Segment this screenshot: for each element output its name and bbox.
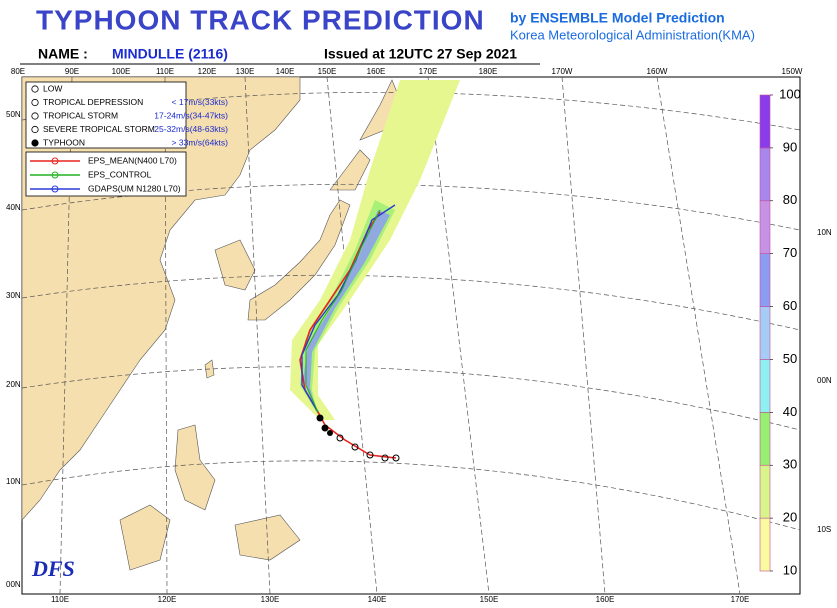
japan bbox=[247, 199, 351, 321]
model-symbol bbox=[51, 171, 59, 179]
left-latitude-label: 30N bbox=[6, 291, 21, 300]
colorbar-band bbox=[759, 94, 771, 149]
eps-control-track bbox=[305, 209, 381, 413]
gdaps-track bbox=[301, 204, 396, 413]
right-latitude-label: 00N bbox=[817, 376, 832, 385]
intensity-symbol bbox=[31, 125, 39, 134]
intensity-name: TROPICAL DEPRESSION bbox=[43, 97, 143, 107]
top-longitude-label: 160E bbox=[367, 67, 386, 76]
bottom-longitude-label: 160E bbox=[596, 595, 615, 604]
colorbar-label: 70 bbox=[783, 245, 797, 260]
probability-cone bbox=[303, 210, 390, 410]
colorbar-band bbox=[759, 147, 771, 202]
colorbar-label: 40 bbox=[783, 404, 797, 419]
top-longitude-label: 170E bbox=[419, 67, 438, 76]
left-latitude-label: 20N bbox=[6, 380, 21, 389]
top-longitude-label: 110E bbox=[156, 67, 174, 76]
left-latitude-label: 00N bbox=[6, 580, 21, 589]
colorbar-band bbox=[759, 412, 771, 466]
colorbar-band bbox=[759, 200, 771, 254]
bottom-longitude-label: 130E bbox=[261, 595, 280, 604]
top-longitude-label: 170W bbox=[552, 67, 573, 76]
model-symbol bbox=[51, 157, 59, 165]
colorbar-label: 90 bbox=[783, 139, 797, 154]
top-longitude-label: 150W bbox=[782, 67, 803, 76]
bottom-longitude-label: 120E bbox=[158, 595, 177, 604]
left-latitude-label: 10N bbox=[6, 477, 21, 486]
intensity-symbol bbox=[31, 85, 39, 93]
sakhalin bbox=[359, 79, 399, 141]
model-name: GDAPS(UM N1280 L70) bbox=[88, 183, 181, 193]
top-longitude-label: 130E bbox=[236, 67, 255, 76]
top-longitude-label: 180E bbox=[479, 67, 498, 76]
probability-cone bbox=[300, 200, 395, 415]
logo: DFS bbox=[31, 556, 75, 581]
model-name: EPS_CONTROL bbox=[88, 169, 152, 179]
top-longitude-label: 150E bbox=[318, 67, 337, 76]
intensity-name: SEVERE TROPICAL STORM bbox=[43, 124, 155, 134]
intensity-legend-box bbox=[25, 81, 187, 149]
intensity-speed: < 17m/s(33kts) bbox=[172, 97, 229, 107]
colorbar-label: 30 bbox=[783, 457, 797, 472]
new-guinea bbox=[234, 514, 301, 561]
bottom-longitude-label: 140E bbox=[368, 595, 387, 604]
model-name: EPS_MEAN(N400 L70) bbox=[88, 155, 177, 165]
top-longitude-label: 90E bbox=[65, 67, 79, 76]
colorbar-label: 10 bbox=[783, 562, 797, 577]
axis-labels: 80E 90E 100E 110E 120E 130E 140E 150E 160E 170E 18… bbox=[6, 67, 832, 604]
colorbar-label: 50 bbox=[783, 351, 797, 366]
intensity-speed: 17-24m/s(34-47kts) bbox=[154, 110, 228, 120]
colorbar-band bbox=[759, 517, 771, 572]
intensity-symbol bbox=[31, 98, 39, 107]
name-label: NAME : bbox=[38, 46, 88, 62]
top-longitude-label: 140E bbox=[276, 67, 295, 76]
top-longitude-label: 80E bbox=[11, 67, 25, 76]
colorbar-band bbox=[759, 359, 771, 413]
top-longitude-label: 120E bbox=[198, 67, 217, 76]
observed-positions bbox=[316, 414, 400, 462]
colorbar-label: 20 bbox=[783, 510, 797, 525]
bottom-longitude-label: 170E bbox=[731, 595, 750, 604]
colorbar-band bbox=[759, 253, 771, 307]
top-longitude-label: 160W bbox=[647, 67, 668, 76]
borneo bbox=[119, 504, 171, 571]
intensity-speed: 25-32m/s(48-63kts) bbox=[154, 124, 228, 134]
intensity-name: TYPHOON bbox=[43, 137, 85, 147]
typhoon-name: MINDULLE (2116) bbox=[112, 46, 228, 62]
source-line: Korea Meteorological Administration(KMA) bbox=[510, 27, 755, 42]
colorbar-label: 100 bbox=[779, 86, 801, 101]
colorbar-label: 60 bbox=[783, 298, 797, 313]
right-latitude-label: 10N bbox=[817, 228, 832, 237]
left-latitude-label: 40N bbox=[6, 203, 21, 212]
bottom-longitude-label: 110E bbox=[51, 595, 69, 604]
intensity-name: TROPICAL STORM bbox=[43, 110, 118, 120]
title: TYPHOON TRACK PREDICTION bbox=[36, 4, 485, 35]
intensity-symbol bbox=[31, 139, 39, 147]
legend: LOW TROPICAL DEPRESSION < 17m/s(33kts) TROP… bbox=[30, 83, 228, 193]
philippines bbox=[174, 424, 216, 511]
intensity-symbol bbox=[31, 112, 39, 120]
colorbar: 10 20 30 40 50 60 70 80 90 100 bbox=[759, 86, 801, 577]
top-longitude-label: 100E bbox=[112, 67, 131, 76]
intensity-name: LOW bbox=[43, 83, 62, 93]
right-latitude-label: 10S bbox=[817, 525, 831, 534]
left-latitude-label: 50N bbox=[6, 110, 21, 119]
issued-time: Issued at 12UTC 27 Sep 2021 bbox=[324, 46, 517, 62]
colorbar-band bbox=[759, 306, 771, 360]
intensity-speed: > 33m/s(64kts) bbox=[172, 137, 229, 147]
source-line: by ENSEMBLE Model Prediction bbox=[510, 10, 725, 26]
model-symbol bbox=[51, 185, 59, 193]
colorbar-label: 80 bbox=[783, 192, 797, 207]
bottom-longitude-label: 150E bbox=[480, 595, 499, 604]
colorbar-band bbox=[759, 464, 771, 519]
hokkaido bbox=[329, 149, 371, 191]
